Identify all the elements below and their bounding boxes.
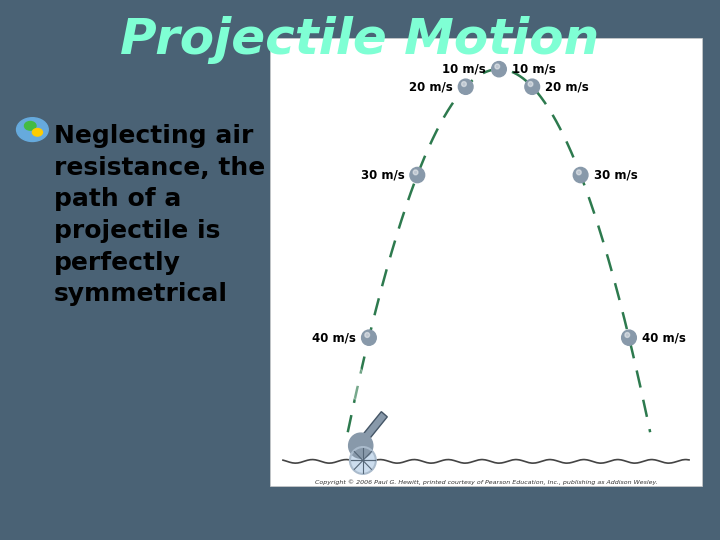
Text: Neglecting air
resistance, the
path of a
projectile is
perfectly
symmetrical: Neglecting air resistance, the path of a…: [54, 124, 265, 306]
Circle shape: [459, 79, 473, 94]
Text: 10 m/s: 10 m/s: [442, 63, 486, 76]
Circle shape: [495, 64, 500, 69]
Circle shape: [577, 170, 581, 175]
Circle shape: [365, 333, 369, 338]
Text: 20 m/s: 20 m/s: [545, 80, 589, 93]
Circle shape: [410, 167, 425, 183]
Text: 20 m/s: 20 m/s: [409, 80, 453, 93]
Circle shape: [625, 333, 630, 338]
Circle shape: [17, 118, 48, 141]
Circle shape: [573, 167, 588, 183]
Circle shape: [525, 79, 539, 94]
Circle shape: [462, 82, 467, 86]
Circle shape: [345, 366, 364, 386]
Circle shape: [528, 82, 533, 86]
Circle shape: [348, 433, 373, 458]
Circle shape: [24, 122, 36, 130]
Circle shape: [413, 170, 418, 175]
Text: 40 m/s: 40 m/s: [312, 331, 356, 344]
Text: 40 m/s: 40 m/s: [642, 331, 686, 344]
Text: Projectile Motion: Projectile Motion: [120, 16, 600, 64]
Circle shape: [387, 376, 408, 399]
Circle shape: [621, 330, 636, 345]
Polygon shape: [356, 411, 387, 448]
Text: Copyright © 2006 Paul G. Hewitt, printed courtesy of Pearson Education, Inc., pu: Copyright © 2006 Paul G. Hewitt, printed…: [315, 480, 657, 485]
Circle shape: [32, 129, 42, 136]
Text: 30 m/s: 30 m/s: [361, 168, 405, 181]
Circle shape: [350, 447, 376, 474]
FancyBboxPatch shape: [270, 38, 702, 486]
Circle shape: [398, 366, 414, 382]
Text: 10 m/s: 10 m/s: [512, 63, 556, 76]
Circle shape: [363, 369, 380, 387]
Text: 30 m/s: 30 m/s: [593, 168, 637, 181]
Circle shape: [492, 62, 506, 77]
Circle shape: [351, 377, 375, 402]
Circle shape: [361, 330, 377, 345]
